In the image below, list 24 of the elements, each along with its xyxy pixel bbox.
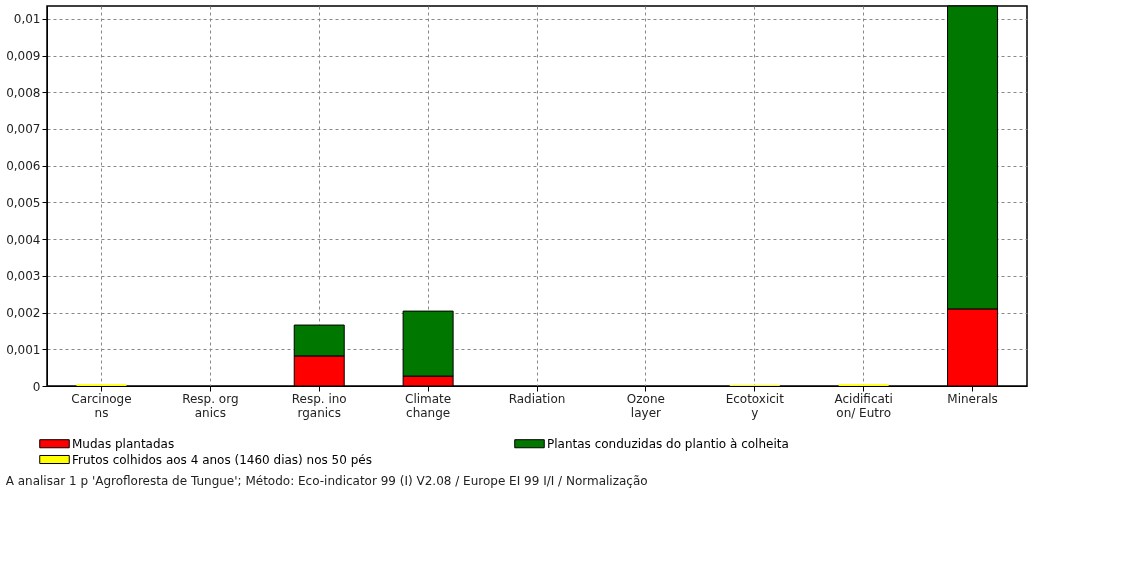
y-tick-label: 0,006 — [6, 159, 41, 174]
x-tick-label: Ecotoxicit y — [725, 391, 785, 420]
y-tick-label: 0,001 — [6, 342, 41, 357]
x-tick-label: Radiation — [508, 391, 566, 406]
y-tick-label: 0,003 — [6, 269, 41, 284]
x-tick-label: Resp. org anics — [182, 391, 239, 420]
y-tick-label: 0 — [32, 379, 41, 394]
legend-label: Frutos colhidos aos 4 anos (1460 dias) nos 50 pés — [72, 452, 372, 467]
y-tick-label: 0,01 — [13, 12, 41, 27]
x-tick-label: Climate change — [405, 391, 452, 420]
legend-label: Mudas plantadas — [72, 436, 175, 451]
x-tick-label: Ozone layer — [626, 391, 665, 420]
x-tick-label: Acidificati on/ Eutro — [834, 391, 893, 420]
x-tick-label: Carcinoge ns — [71, 391, 132, 420]
y-tick-label: 0,002 — [6, 306, 41, 321]
y-tick-label: 0,009 — [6, 49, 41, 64]
y-tick-label: 0,005 — [6, 195, 41, 210]
y-tick-label: 0,004 — [6, 232, 41, 247]
text: A analisar 1 p 'Agrofloresta de Tungue'; Método: Eco-indicator 99 (I) V2.08 / Europe EI 99 I/I / Normalização — [5, 474, 648, 488]
legend-label: Plantas conduzidas do plantio à colheita — [547, 436, 789, 451]
y-tick-label: 0,008 — [6, 85, 41, 100]
x-tick-label: Minerals — [947, 391, 998, 406]
x-tick-label: Resp. ino rganics — [291, 391, 347, 420]
y-tick-label: 0,007 — [6, 122, 41, 137]
